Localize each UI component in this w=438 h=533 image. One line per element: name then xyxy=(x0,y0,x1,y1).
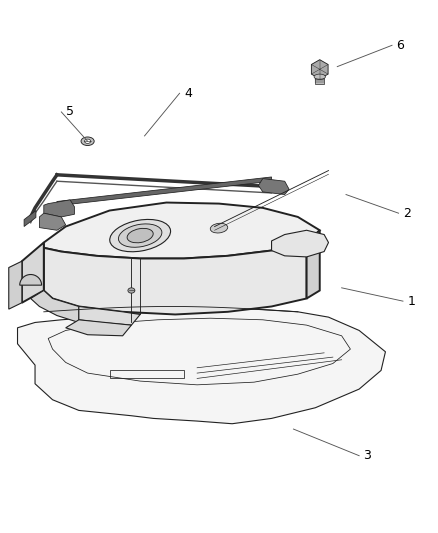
Ellipse shape xyxy=(110,220,170,252)
Polygon shape xyxy=(44,203,320,259)
Polygon shape xyxy=(22,243,44,303)
Ellipse shape xyxy=(210,223,228,233)
Polygon shape xyxy=(31,290,79,322)
Polygon shape xyxy=(18,309,385,424)
Text: 1: 1 xyxy=(407,295,415,308)
Text: 4: 4 xyxy=(184,87,192,100)
Polygon shape xyxy=(44,200,74,217)
Polygon shape xyxy=(311,60,328,79)
Polygon shape xyxy=(57,177,272,206)
Polygon shape xyxy=(66,320,131,336)
Ellipse shape xyxy=(314,74,325,79)
Polygon shape xyxy=(79,306,140,325)
Text: 2: 2 xyxy=(403,207,411,220)
Polygon shape xyxy=(24,211,36,227)
Polygon shape xyxy=(44,243,307,314)
Ellipse shape xyxy=(128,288,135,293)
Ellipse shape xyxy=(127,228,153,243)
Text: 6: 6 xyxy=(396,39,404,52)
Ellipse shape xyxy=(118,224,162,247)
Ellipse shape xyxy=(85,139,91,143)
Polygon shape xyxy=(307,230,320,298)
Text: 5: 5 xyxy=(66,106,74,118)
Polygon shape xyxy=(9,261,22,309)
Text: 3: 3 xyxy=(364,449,371,462)
Polygon shape xyxy=(39,213,66,230)
Polygon shape xyxy=(315,78,324,84)
Polygon shape xyxy=(272,230,328,257)
Ellipse shape xyxy=(81,137,94,146)
Polygon shape xyxy=(258,179,289,195)
Polygon shape xyxy=(20,274,42,285)
